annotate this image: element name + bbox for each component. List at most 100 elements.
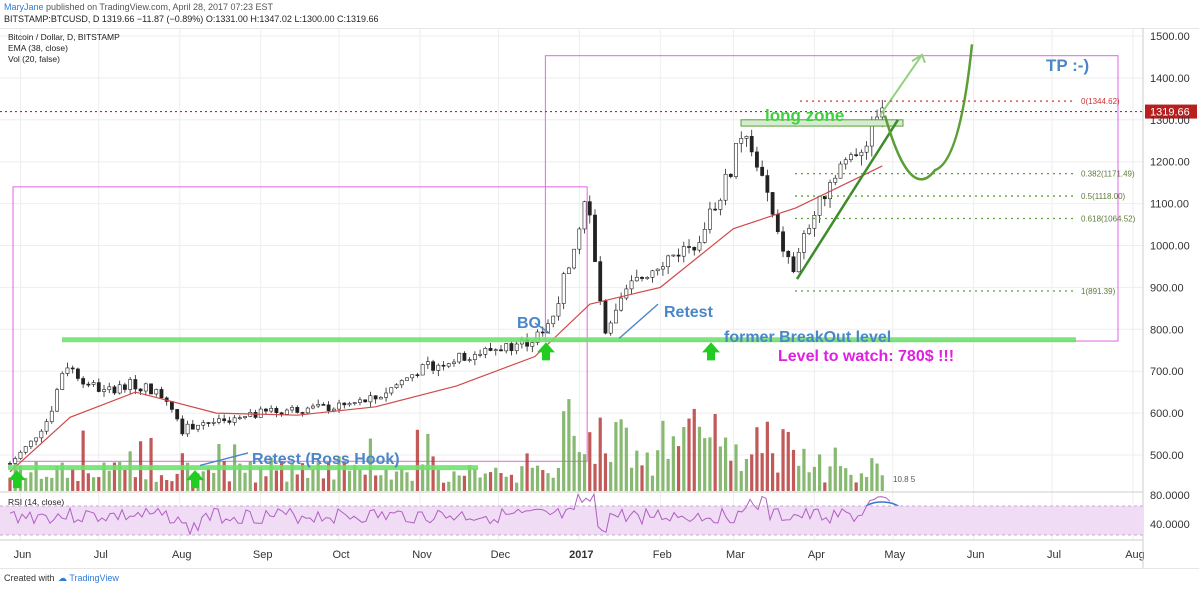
chart-area[interactable]: TP :-) long zone Retest BO former BreakOut l… <box>0 28 1199 568</box>
candle-body <box>676 254 681 257</box>
volume-bar <box>264 476 268 491</box>
candle-body <box>452 361 456 364</box>
volume-bar <box>734 444 738 491</box>
volume-bar <box>723 437 728 491</box>
low-value: L:1300.00 <box>294 14 335 24</box>
ross-hook-arrow <box>199 452 249 467</box>
footer: Created with ☁ TradingView <box>0 568 1199 590</box>
candle-body <box>133 379 138 390</box>
candle-body <box>180 418 185 435</box>
candle-body <box>65 367 70 374</box>
volume-bar <box>107 470 111 491</box>
candle-body <box>472 354 477 360</box>
candle-body <box>112 386 117 394</box>
retest-arrow <box>618 303 659 340</box>
candle-body <box>384 392 388 398</box>
volume-bar <box>285 481 289 491</box>
candle-body <box>258 408 263 418</box>
volume-bar <box>849 474 853 491</box>
y-tick-label: 1300.00 <box>1150 115 1190 127</box>
volume-bar <box>509 474 514 491</box>
candle-body <box>854 154 859 156</box>
candle-body <box>457 352 462 363</box>
volume-bar <box>353 464 357 491</box>
candle-body <box>337 402 341 410</box>
volume-bar <box>703 438 707 491</box>
volume-bar <box>567 399 571 491</box>
candle-body <box>734 142 738 177</box>
volume-bar <box>165 479 169 491</box>
tradingview-logo[interactable]: ☁ TradingView <box>58 573 119 584</box>
candle-body <box>556 303 561 317</box>
candle-body <box>128 379 133 390</box>
x-tick-label: Oct <box>333 549 350 561</box>
author-link[interactable]: MaryJane <box>4 2 44 12</box>
ross-hook-label: Retest (Ross Hook) <box>252 451 400 468</box>
volume-bar <box>185 462 190 491</box>
candle-body <box>149 383 153 395</box>
candle-body <box>655 268 660 272</box>
candle-body <box>859 151 864 156</box>
candle-body <box>755 151 759 168</box>
volume-bar <box>572 435 576 491</box>
candle-body <box>681 246 686 257</box>
candle-body <box>582 201 587 230</box>
y-tick-label: 1100.00 <box>1150 199 1189 211</box>
symbol-label: BITSTAMP:BTCUSD, D <box>4 14 100 24</box>
volume-bar <box>624 427 628 491</box>
candle-body <box>86 383 91 386</box>
volume-bar <box>347 470 352 491</box>
candle-body <box>227 420 232 423</box>
volume-bar <box>859 473 863 491</box>
x-tick-label: 2017 <box>569 549 593 561</box>
candle-body <box>441 364 446 367</box>
candle-body <box>358 399 362 403</box>
volume-bar <box>81 430 85 491</box>
volume-bar <box>562 411 566 491</box>
volume-bar <box>300 463 305 491</box>
volume-bar <box>337 456 341 491</box>
volume-bar <box>342 461 346 491</box>
volume-bar <box>44 476 49 491</box>
candle-body <box>18 451 23 459</box>
volume-bar <box>400 468 404 491</box>
volume-bar <box>415 429 420 491</box>
price-chart[interactable]: TP :-) long zone Retest BO former BreakOut l… <box>0 28 1199 568</box>
candle-body <box>864 145 869 153</box>
y-tick-label: 900.00 <box>1150 282 1184 294</box>
volume-bar <box>118 461 122 491</box>
volume-bar <box>180 453 184 491</box>
rsi-tick-label: 80.0000 <box>1150 490 1190 502</box>
volume-bar <box>656 450 660 491</box>
volume-bar <box>666 458 670 491</box>
volume-bar <box>713 413 717 491</box>
volume-bar <box>311 469 315 491</box>
volume-bar <box>452 471 456 491</box>
fib-level-label: 1(891.39) <box>1081 287 1116 296</box>
candle-body <box>499 349 503 352</box>
candle-body <box>55 389 59 412</box>
volume-bar <box>546 473 550 491</box>
candle-body <box>253 412 258 418</box>
candle-body <box>728 173 733 177</box>
volume-bar <box>718 446 722 491</box>
x-tick-label: May <box>884 549 905 561</box>
high-value: H:1347.02 <box>250 14 292 24</box>
candle-body <box>211 422 216 424</box>
volume-bar <box>880 475 884 491</box>
volume-bar <box>389 479 393 491</box>
candle-body <box>237 417 242 419</box>
volume-bar <box>175 473 179 491</box>
candle-body <box>347 403 352 406</box>
volume-bar <box>812 466 816 491</box>
candle-body <box>478 353 482 356</box>
candle-body <box>425 361 430 365</box>
long-zone-box <box>740 119 904 127</box>
candle-body <box>274 407 279 413</box>
candle-body <box>170 401 174 410</box>
candle-body <box>331 408 336 411</box>
candle-body <box>368 395 373 403</box>
bo-arrow <box>534 322 551 335</box>
volume-bar <box>588 432 592 491</box>
candle-body <box>509 343 514 352</box>
